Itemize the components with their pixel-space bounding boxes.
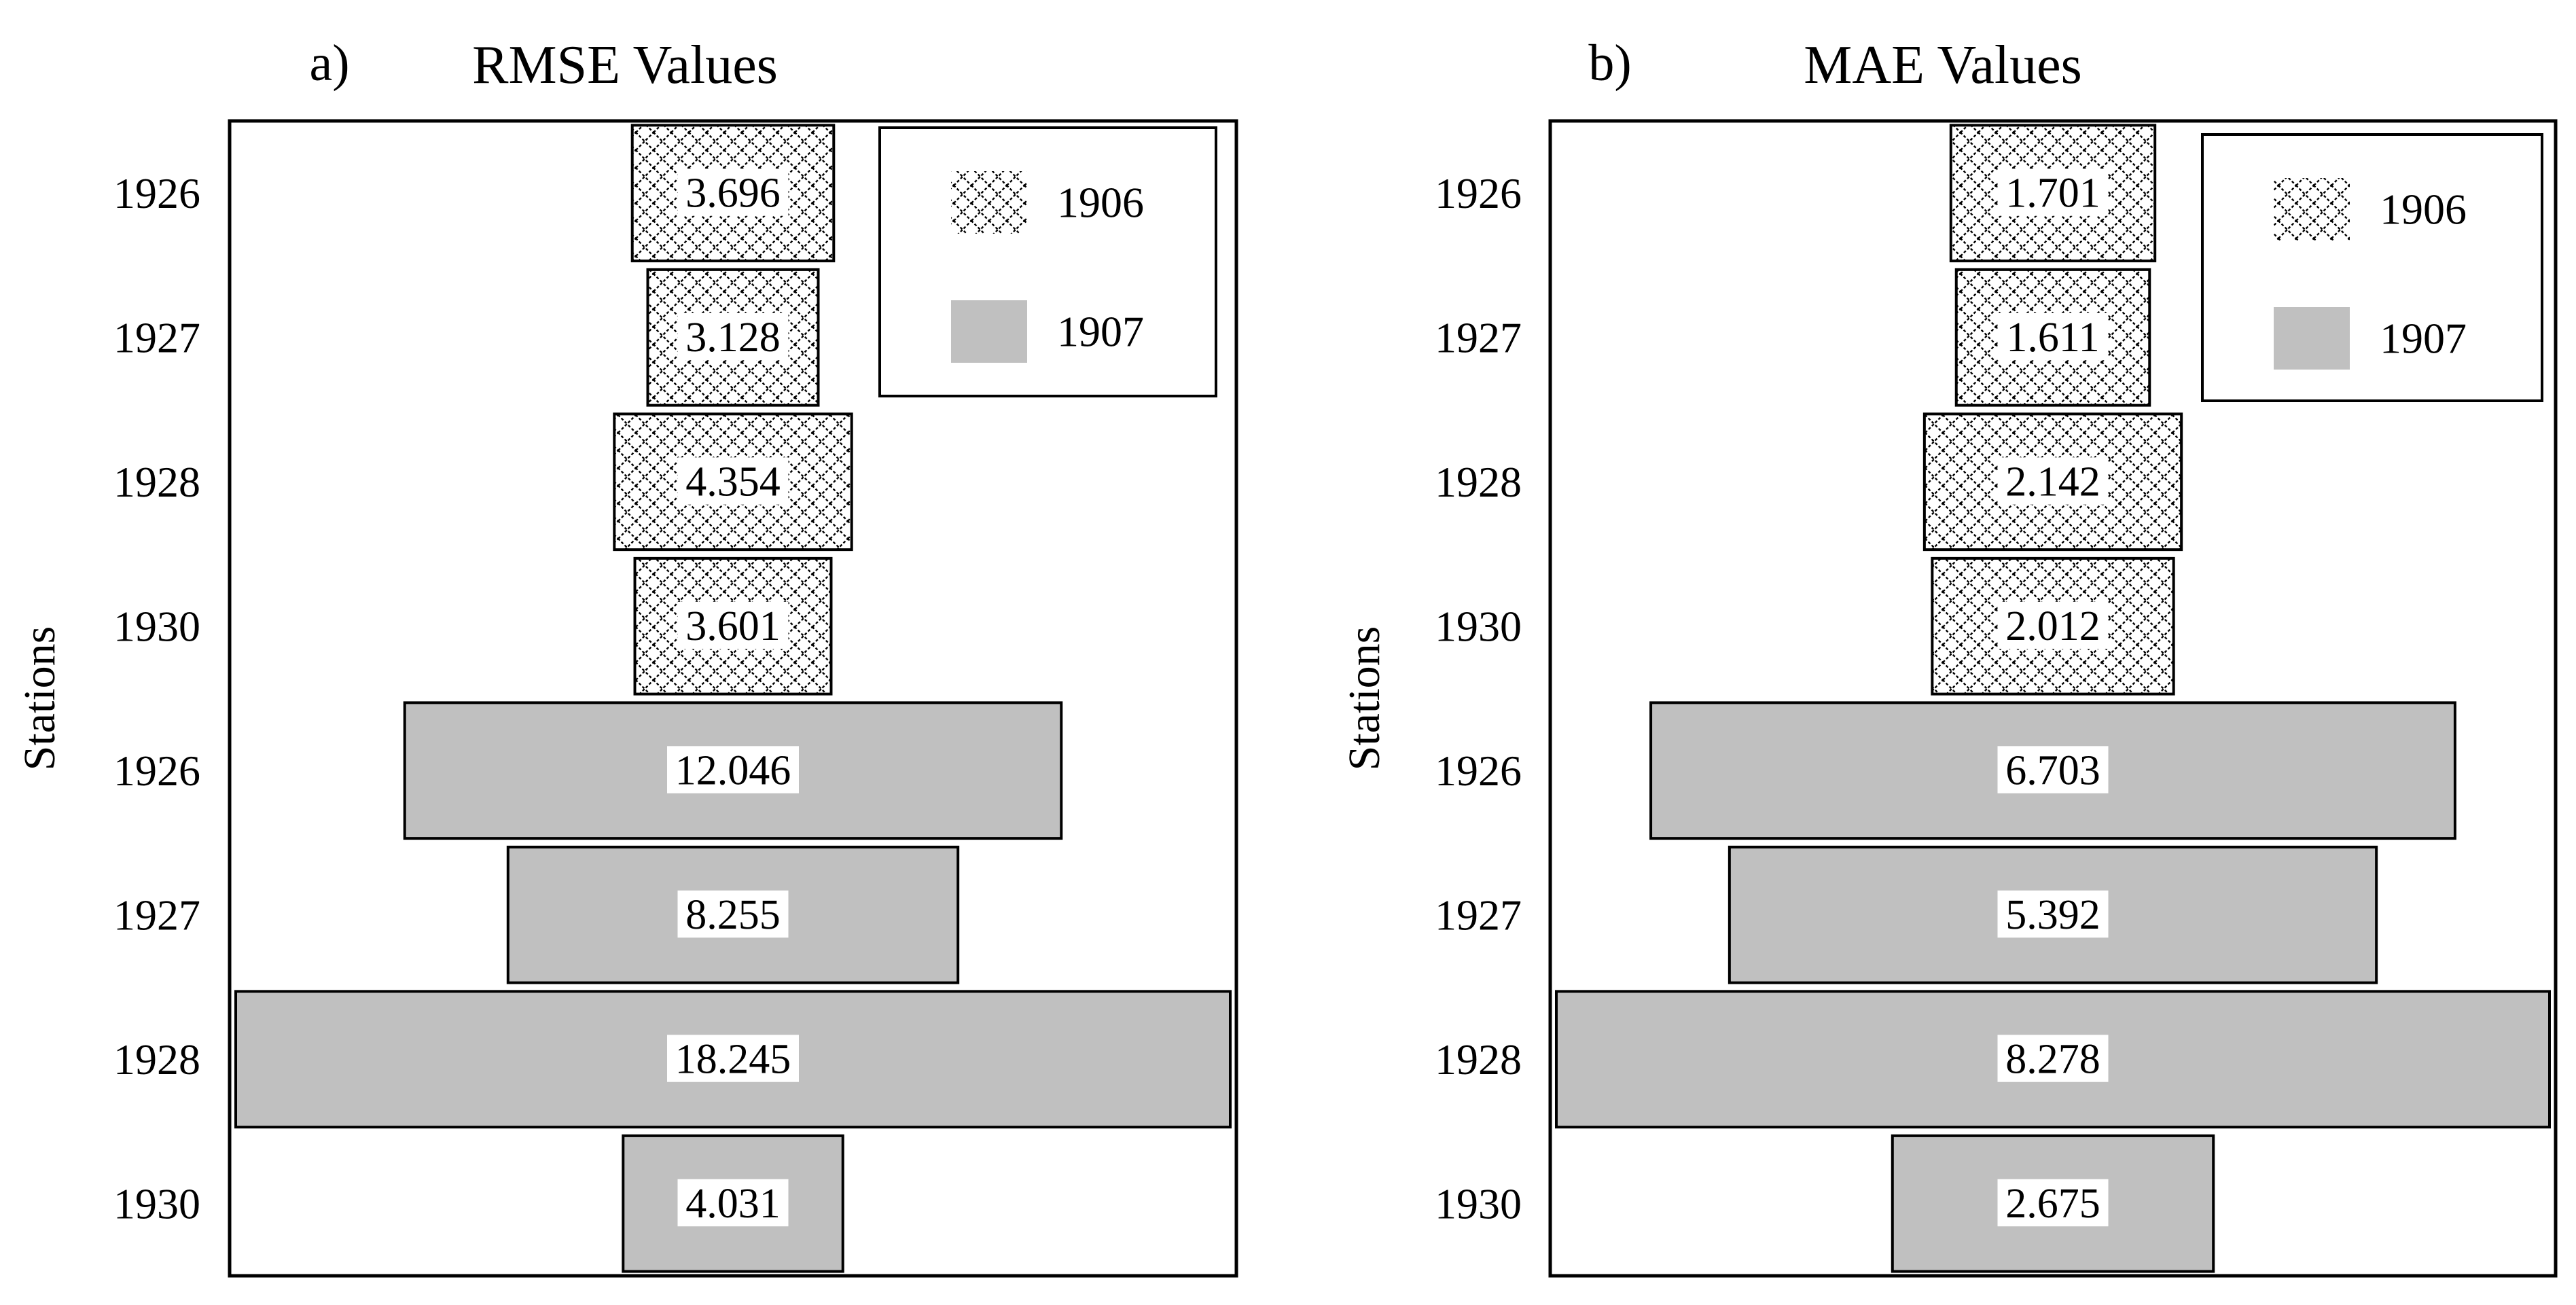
bar-label-bg-2 (1997, 457, 2109, 505)
bar-value-label-7: 4.031 (685, 1181, 781, 1227)
y-tick-label-3: 1930 (1435, 602, 1522, 650)
legend-swatch-1907 (2274, 307, 2350, 370)
panel-label: a) (309, 35, 349, 92)
bar-label-bg-7 (1997, 1179, 2109, 1227)
legend: 1906 1907 (2201, 133, 2543, 402)
legend-box (2201, 133, 2543, 402)
chart-panel-mae: b) MAE Values Stations 1.701 1926 1.611 1927 2.… (1340, 35, 2558, 1278)
bar-label-bg-0 (677, 168, 789, 216)
bar-label-bg-2 (677, 457, 789, 505)
y-tick-label-4: 1926 (1435, 747, 1522, 795)
bar-1906-1926-0 (630, 124, 836, 263)
bar-value-label-4: 6.703 (2005, 747, 2100, 793)
plot-frame (228, 119, 1238, 1278)
bar-value-label-2: 4.354 (685, 459, 781, 505)
y-tick-label-6: 1928 (1435, 1035, 1522, 1084)
bar-value-label-3: 2.012 (2005, 603, 2100, 649)
bar-label-bg-0 (1997, 168, 2109, 216)
bar-label-bg-1 (677, 312, 789, 361)
bar-value-label-6: 18.245 (675, 1036, 791, 1082)
y-tick-label-6: 1928 (113, 1035, 200, 1084)
bar-label-bg-6 (667, 1035, 799, 1082)
bar-label-bg-3 (677, 601, 789, 649)
y-tick-label-1: 1927 (1435, 313, 1522, 361)
y-tick-label-5: 1927 (113, 891, 200, 939)
bar-value-label-5: 5.392 (2005, 892, 2100, 938)
bar-label-bg-4 (667, 746, 799, 793)
bar-value-label-7: 2.675 (2005, 1181, 2100, 1227)
bar-value-label-3: 3.601 (685, 603, 781, 649)
bar-value-label-0: 3.696 (685, 170, 781, 216)
bar-value-label-2: 2.142 (2005, 459, 2100, 505)
bar-label-bg-6 (1997, 1035, 2109, 1082)
y-tick-label-5: 1927 (1435, 891, 1522, 939)
y-tick-label-4: 1926 (113, 747, 200, 795)
chart-panel-rmse: a) RMSE Values Stations 3.696 1926 3.128 1927 4… (15, 35, 1238, 1278)
y-axis-label: Stations (1340, 626, 1389, 771)
bar-label-bg-5 (1997, 890, 2109, 938)
legend-label-1907: 1907 (1057, 308, 1144, 356)
y-tick-label-2: 1928 (1435, 458, 1522, 506)
y-tick-label-3: 1930 (113, 602, 200, 650)
y-tick-label-7: 1930 (113, 1179, 200, 1228)
bar-label-bg-4 (1997, 746, 2109, 793)
legend-swatch-1906 (2274, 178, 2350, 240)
bar-label-bg-5 (677, 890, 789, 938)
chart-title: MAE Values (1804, 35, 2082, 95)
legend-box (878, 126, 1217, 397)
panel-label: b) (1588, 35, 1631, 92)
bar-value-label-4: 12.046 (675, 747, 791, 793)
legend-label-1907: 1907 (2380, 315, 2467, 363)
y-axis-label: Stations (15, 626, 65, 771)
legend-swatch-1907 (951, 300, 1027, 363)
bar-label-bg-7 (677, 1179, 789, 1227)
legend-swatch-1906 (951, 171, 1027, 234)
bar-label-bg-3 (1997, 601, 2109, 649)
y-tick-label-2: 1928 (113, 458, 200, 506)
legend-label-1906: 1906 (2380, 185, 2467, 234)
bar-label-bg-1 (1997, 312, 2109, 361)
bar-value-label-5: 8.255 (685, 892, 781, 938)
bar-value-label-1: 1.611 (2006, 315, 2099, 361)
legend-label-1906: 1906 (1057, 179, 1144, 227)
plot-frame (1548, 119, 2558, 1278)
y-tick-label-7: 1930 (1435, 1179, 1522, 1228)
y-tick-label-1: 1927 (113, 313, 200, 361)
chart-title: RMSE Values (472, 35, 778, 95)
bar-value-label-0: 1.701 (2005, 170, 2100, 216)
bar-value-label-6: 8.278 (2005, 1036, 2100, 1082)
y-tick-label-0: 1926 (113, 169, 200, 217)
legend: 1906 1907 (878, 126, 1217, 397)
y-tick-label-0: 1926 (1435, 169, 1522, 217)
bar-value-label-1: 3.128 (685, 315, 781, 361)
